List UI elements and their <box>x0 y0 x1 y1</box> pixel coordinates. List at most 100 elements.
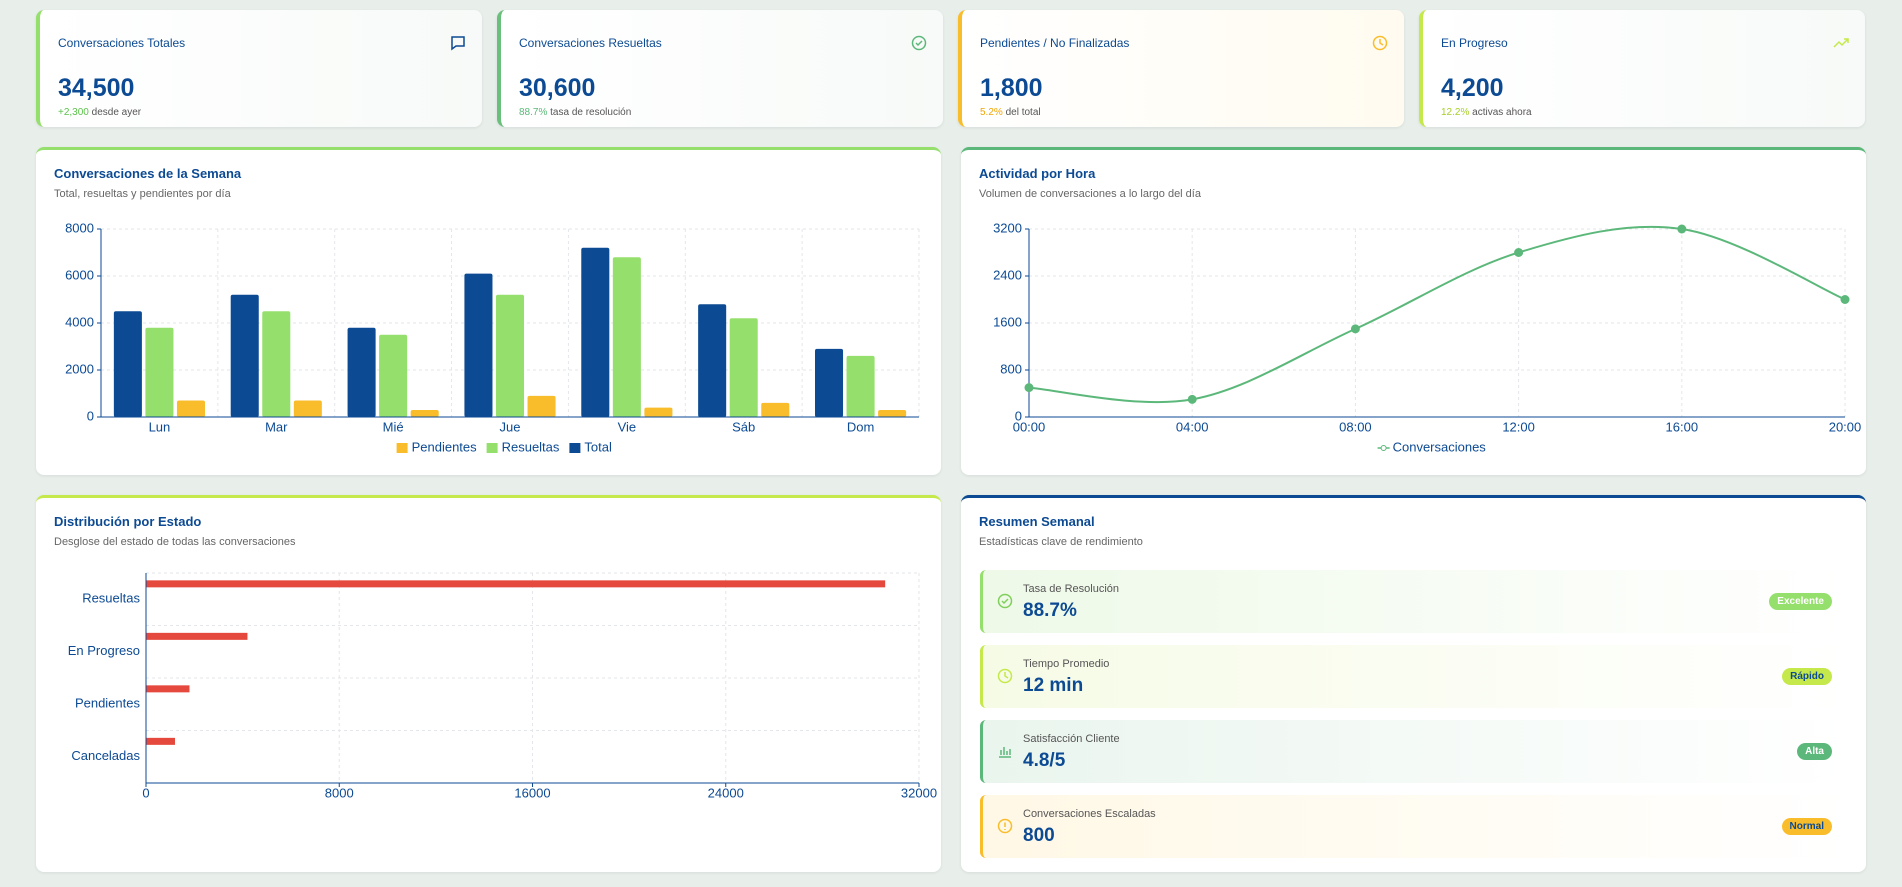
summary-subtitle: Estadísticas clave de rendimiento <box>979 536 1143 548</box>
x-tick-label: 32000 <box>901 785 937 800</box>
kpi-delta: +2,300 <box>58 107 89 118</box>
bar <box>495 294 525 417</box>
kpi-value: 30,600 <box>519 74 596 102</box>
kpi-note: tasa de resolución <box>550 107 632 118</box>
summary-item: Conversaciones Escaladas 800 Normal <box>980 795 1848 858</box>
kpi-note-row: 5.2% del total <box>980 107 1041 118</box>
kpi-note-row: 88.7% tasa de resolución <box>519 107 631 118</box>
kpi-value: 4,200 <box>1441 74 1504 102</box>
kpi-delta: 12.2% <box>1441 107 1470 118</box>
item-badge: Alta <box>1797 743 1832 760</box>
bar <box>293 400 322 417</box>
kpi-value: 1,800 <box>980 74 1043 102</box>
kpi-card: Pendientes / No Finalizadas 1,800 5.2% d… <box>958 10 1404 127</box>
chart-title: Distribución por Estado <box>54 514 202 529</box>
bar <box>379 334 408 417</box>
x-tick-label: Jue <box>500 419 521 434</box>
legend-label: Conversaciones <box>1393 439 1487 454</box>
line <box>1028 225 1846 404</box>
x-tick-label: 8000 <box>325 785 354 800</box>
bar <box>347 327 376 417</box>
item-label: Conversaciones Escaladas <box>1023 808 1156 820</box>
bar <box>146 737 175 745</box>
bar <box>145 327 174 417</box>
point <box>1840 295 1850 304</box>
legend-marker <box>486 443 498 453</box>
y-tick-label: 2400 <box>993 267 1022 282</box>
bar <box>612 257 641 417</box>
bar <box>410 409 439 417</box>
icon <box>997 818 1013 834</box>
item-label: Tasa de Resolución <box>1023 583 1120 595</box>
x-tick-label: 16:00 <box>1666 419 1699 434</box>
chart: 0 8000 16000 24000 32000 Resueltas En Progreso… <box>68 572 937 800</box>
x-tick-label: Vie <box>618 419 637 434</box>
y-tick-label: 8000 <box>65 220 94 235</box>
x-tick-label: 0 <box>142 785 149 800</box>
kpi-card: En Progreso 4,200 12.2% activas ahora <box>1419 10 1865 127</box>
kpi-value: 34,500 <box>58 74 135 102</box>
bar <box>644 407 673 417</box>
bar <box>146 685 190 693</box>
summary-panel: Resumen Semanal Estadísticas clave de re… <box>961 495 1866 872</box>
bar <box>729 318 758 417</box>
summary-item: Satisfacción Cliente 4.8/5 Alta <box>980 720 1848 783</box>
bar <box>176 400 206 417</box>
bar <box>814 348 844 417</box>
y-tick-label: 4000 <box>65 314 94 329</box>
y-tick-label: Canceladas <box>71 748 140 763</box>
kpi-note: activas ahora <box>1472 107 1532 118</box>
point <box>1350 324 1360 334</box>
kpi-note: del total <box>1005 107 1041 118</box>
point <box>1024 383 1034 393</box>
icon <box>997 668 1013 684</box>
kpi-delta: 5.2% <box>980 107 1003 118</box>
summary-title: Resumen Semanal <box>979 514 1095 529</box>
y-tick-label: Pendientes <box>75 696 141 711</box>
x-tick-label: Mar <box>265 419 288 434</box>
icon <box>997 593 1013 609</box>
point <box>1187 394 1197 404</box>
legend-label: Resueltas <box>502 439 560 454</box>
summary-item: Tiempo Promedio 12 min Rápido <box>980 645 1848 708</box>
bar <box>878 409 907 417</box>
bar <box>146 580 886 588</box>
kpi-title: Conversaciones Totales <box>58 36 186 50</box>
chart: 0 800 1600 2400 3200 00:00 04:00 08:00 12:00 16:0… <box>993 220 1861 454</box>
y-tick-label: Resueltas <box>82 591 140 606</box>
point <box>1677 224 1687 234</box>
kpi-note: desde ayer <box>91 107 142 118</box>
x-tick-label: 24000 <box>708 785 744 800</box>
chart-subtitle: Total, resueltas y pendientes por día <box>54 188 231 200</box>
icon <box>1372 35 1388 51</box>
summary-item: Tasa de Resolución 88.7% Excelente <box>980 570 1848 633</box>
item-badge: Excelente <box>1769 593 1832 610</box>
item-badge: Normal <box>1781 818 1832 835</box>
item-label: Satisfacción Cliente <box>1023 733 1120 745</box>
y-tick-label: 1600 <box>993 314 1022 329</box>
legend-marker <box>1380 445 1387 451</box>
chart-panel: 0 800 1600 2400 3200 00:00 04:00 08:00 12:00 16:0… <box>961 147 1866 475</box>
x-tick-label: Mié <box>383 419 404 434</box>
chart-subtitle: Desglose del estado de todas las convers… <box>54 536 296 548</box>
bar <box>761 402 790 417</box>
kpi-card: Conversaciones Totales 34,500 +2,300 des… <box>36 10 482 127</box>
item-value: 88.7% <box>1023 600 1077 621</box>
kpi-title: Conversaciones Resueltas <box>519 36 662 50</box>
icon <box>1833 38 1849 48</box>
item-label: Tiempo Promedio <box>1023 658 1110 670</box>
y-tick-label: 2000 <box>65 361 94 376</box>
x-tick-label: 08:00 <box>1339 419 1372 434</box>
x-tick-label: 12:00 <box>1502 419 1535 434</box>
chart-panel: 0 8000 16000 24000 32000 Resueltas En Progreso… <box>36 495 941 872</box>
x-tick-label: Lun <box>149 419 171 434</box>
kpi-note-row: 12.2% activas ahora <box>1441 107 1532 118</box>
point <box>1514 248 1524 257</box>
bar <box>262 311 291 417</box>
chart-subtitle: Volumen de conversaciones a lo largo del… <box>979 188 1201 200</box>
chart: 0 2000 4000 6000 8000 Lun Mar Mié Jue Vie Sáb Dom Pe… <box>65 220 920 454</box>
kpi-title: Pendientes / No Finalizadas <box>980 36 1130 50</box>
icon <box>451 36 465 51</box>
y-tick-label: 800 <box>1000 361 1022 376</box>
bar <box>527 395 556 417</box>
